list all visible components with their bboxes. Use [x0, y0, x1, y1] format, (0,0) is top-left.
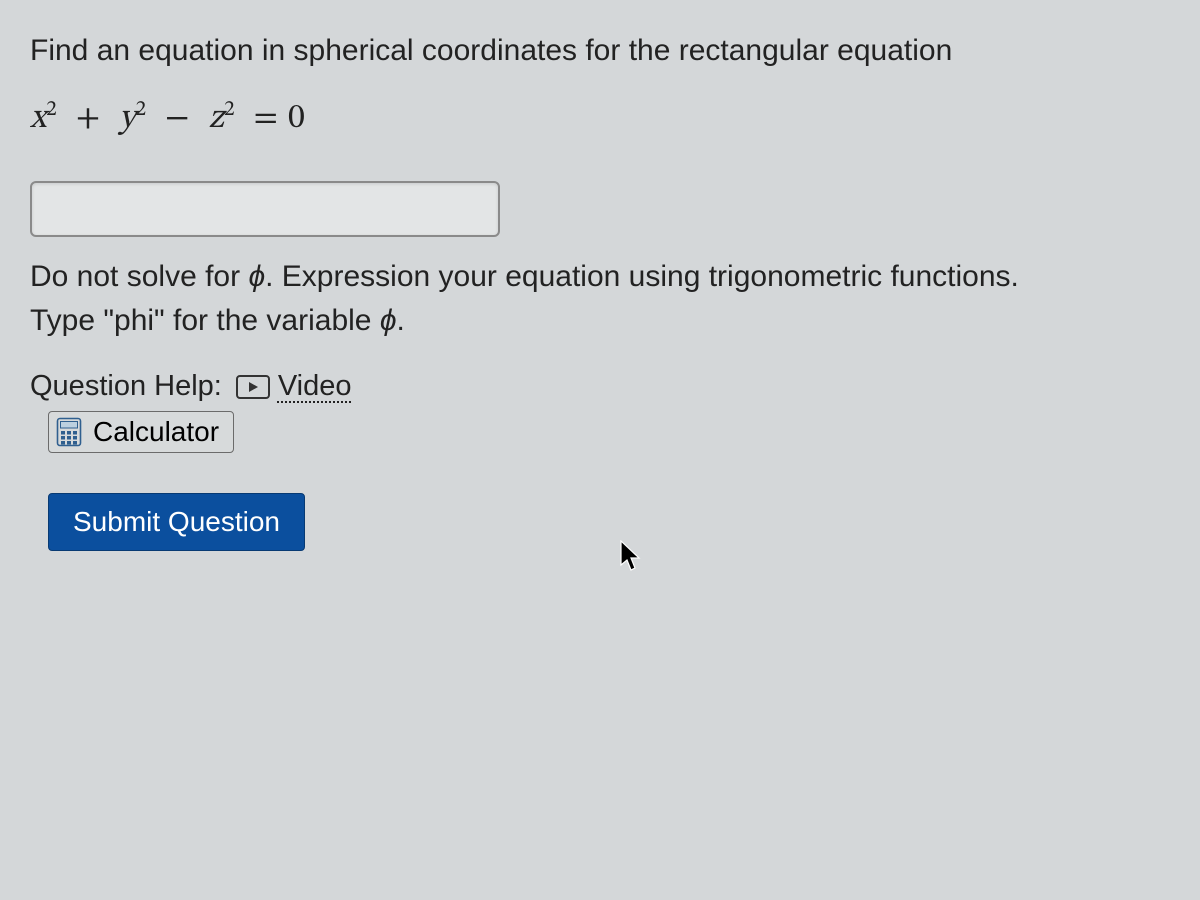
phi-symbol: ϕ	[248, 260, 265, 293]
hint-line-1: Do not solve for ϕ. Expression your equa…	[30, 260, 1019, 293]
question-prompt: Find an equation in spherical coordinate…	[30, 30, 1170, 72]
question-hint: Do not solve for ϕ. Expression your equa…	[30, 255, 1170, 342]
question-help-label: Question Help:	[30, 370, 222, 403]
phi-symbol-2: ϕ	[380, 304, 397, 337]
submit-question-button[interactable]: Submit Question	[48, 493, 305, 551]
video-help-label: Video	[278, 370, 352, 403]
mouse-cursor-icon	[620, 540, 642, 572]
calculator-row: Calculator	[48, 411, 1170, 453]
question-equation: x2 + y2 − z2 = 0	[30, 98, 1170, 141]
calculator-button[interactable]: Calculator	[48, 411, 234, 453]
video-icon	[236, 375, 270, 399]
video-help-link[interactable]: Video	[236, 370, 352, 403]
hint-line-2: Type "phi" for the variable ϕ.	[30, 304, 405, 337]
question-help-row: Question Help: Video	[30, 370, 1170, 403]
calculator-icon	[55, 416, 83, 448]
answer-input[interactable]	[30, 181, 500, 237]
calculator-label: Calculator	[93, 416, 219, 448]
